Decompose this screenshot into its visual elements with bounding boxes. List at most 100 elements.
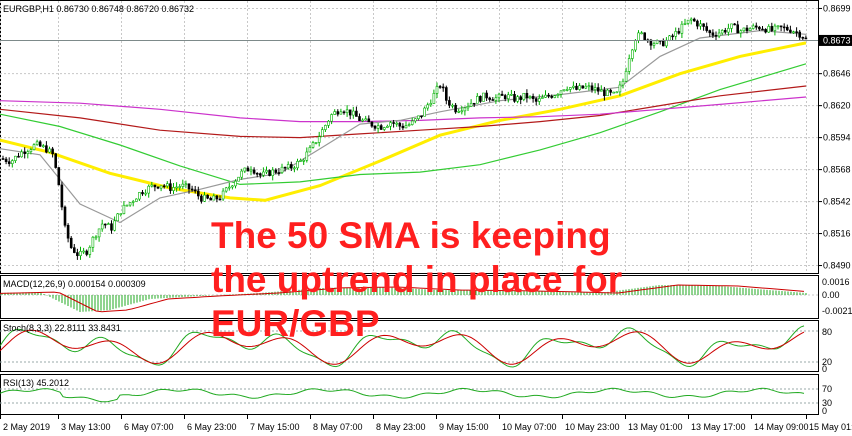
candle-body	[237, 176, 240, 182]
candle-body	[510, 94, 513, 96]
time-tick-label: 2 May 2019	[3, 422, 50, 432]
candle-body	[11, 160, 14, 164]
time-tick-label: 3 May 13:00	[61, 422, 111, 432]
candle-body	[355, 110, 358, 117]
candle-body	[497, 93, 501, 99]
candle-body	[789, 29, 792, 33]
candle-body	[426, 104, 430, 109]
candle-body	[742, 27, 746, 32]
candle-body	[153, 184, 157, 188]
candle-body	[733, 23, 736, 26]
time-tick-label: 15 May 01:00	[809, 422, 852, 432]
candle-body	[104, 223, 107, 226]
price-tick-label: 0.8516	[823, 229, 851, 239]
candle-body	[420, 115, 423, 118]
candle-body	[79, 251, 82, 256]
time-tick-label: 6 May 07:00	[124, 422, 174, 432]
candle-body	[271, 169, 275, 176]
candle-body	[218, 198, 222, 201]
candle-body	[97, 228, 101, 238]
candle-body	[135, 198, 138, 202]
candle-body	[751, 25, 755, 29]
candle-body	[779, 25, 783, 28]
candle-body	[255, 172, 259, 175]
candle-body	[754, 25, 758, 28]
candle-body	[782, 26, 786, 29]
candle-body	[382, 127, 386, 130]
candle-body	[618, 84, 622, 93]
candle-body	[125, 204, 129, 207]
candle-body	[457, 111, 461, 113]
candle-body	[51, 148, 54, 155]
candle-body	[587, 85, 591, 88]
price-tick-label: 0.8568	[823, 165, 851, 175]
candle-body	[606, 89, 609, 97]
candle-body	[286, 164, 290, 169]
symbol-header: EURGBP,H1 0.86730 0.86748 0.86720 0.8673…	[3, 4, 194, 14]
candle-body	[147, 185, 150, 194]
candle-body	[730, 23, 733, 29]
candle-body	[770, 26, 774, 31]
candle-body	[603, 89, 606, 97]
candle-body	[212, 195, 216, 201]
candle-body	[792, 31, 795, 34]
candle-body	[572, 85, 575, 88]
candle-body	[448, 100, 451, 106]
stoch-label: Stoch(8,3,3) 22.8111 33.8431	[3, 323, 121, 333]
candle-body	[643, 32, 647, 41]
candle-body	[262, 171, 265, 176]
candle-body	[637, 32, 640, 41]
candle-body	[764, 28, 767, 33]
stoch-d-line	[0, 329, 805, 365]
candle-body	[435, 86, 439, 94]
price-tick-label: 0.8490	[823, 261, 851, 271]
candle-body	[66, 224, 70, 239]
candle-body	[441, 86, 445, 89]
candle-body	[358, 116, 361, 121]
candle-body	[609, 89, 612, 93]
candle-body	[246, 167, 250, 172]
rsi-panel-frame	[0, 374, 819, 415]
candle-body	[110, 223, 113, 231]
stoch-tick-20: 20	[822, 357, 832, 367]
candle-body	[85, 250, 88, 255]
candle-body	[45, 145, 48, 153]
candle-body	[119, 213, 123, 215]
candle-body	[38, 141, 42, 147]
candle-body	[451, 104, 454, 107]
time-tick-label: 8 May 23:00	[376, 422, 426, 432]
candle-body	[122, 204, 126, 214]
candle-body	[711, 32, 715, 36]
candle-body	[680, 23, 684, 34]
candle-body	[705, 26, 709, 31]
candle-body	[63, 206, 67, 226]
candle-body	[702, 23, 705, 27]
candle-body	[565, 89, 569, 91]
candle-body	[581, 85, 585, 89]
time-tick-label: 10 May 23:00	[565, 422, 620, 432]
candle-body	[584, 85, 588, 89]
annotation-line-3: EUR/GBP	[211, 303, 380, 344]
candle-body	[677, 31, 681, 34]
candle-body	[494, 97, 498, 101]
moving-average-lines	[0, 29, 807, 224]
candle-body	[131, 201, 135, 203]
candle-body	[482, 92, 485, 102]
candle-body	[94, 236, 98, 239]
candle-body	[723, 30, 727, 33]
time-tick-label: 9 May 15:00	[439, 422, 489, 432]
candle-body	[466, 106, 470, 109]
candle-body	[138, 192, 141, 200]
candle-body	[395, 122, 399, 125]
candle-body	[776, 25, 780, 28]
candle-body	[727, 28, 730, 33]
candle-body	[32, 144, 36, 151]
candle-body	[785, 26, 789, 31]
candle-body	[413, 118, 417, 122]
candle-body	[804, 37, 808, 40]
candle-body	[69, 237, 73, 248]
candle-body	[407, 124, 411, 126]
candle-body	[627, 58, 631, 72]
candle-body	[686, 19, 690, 24]
candle-body	[187, 183, 191, 190]
